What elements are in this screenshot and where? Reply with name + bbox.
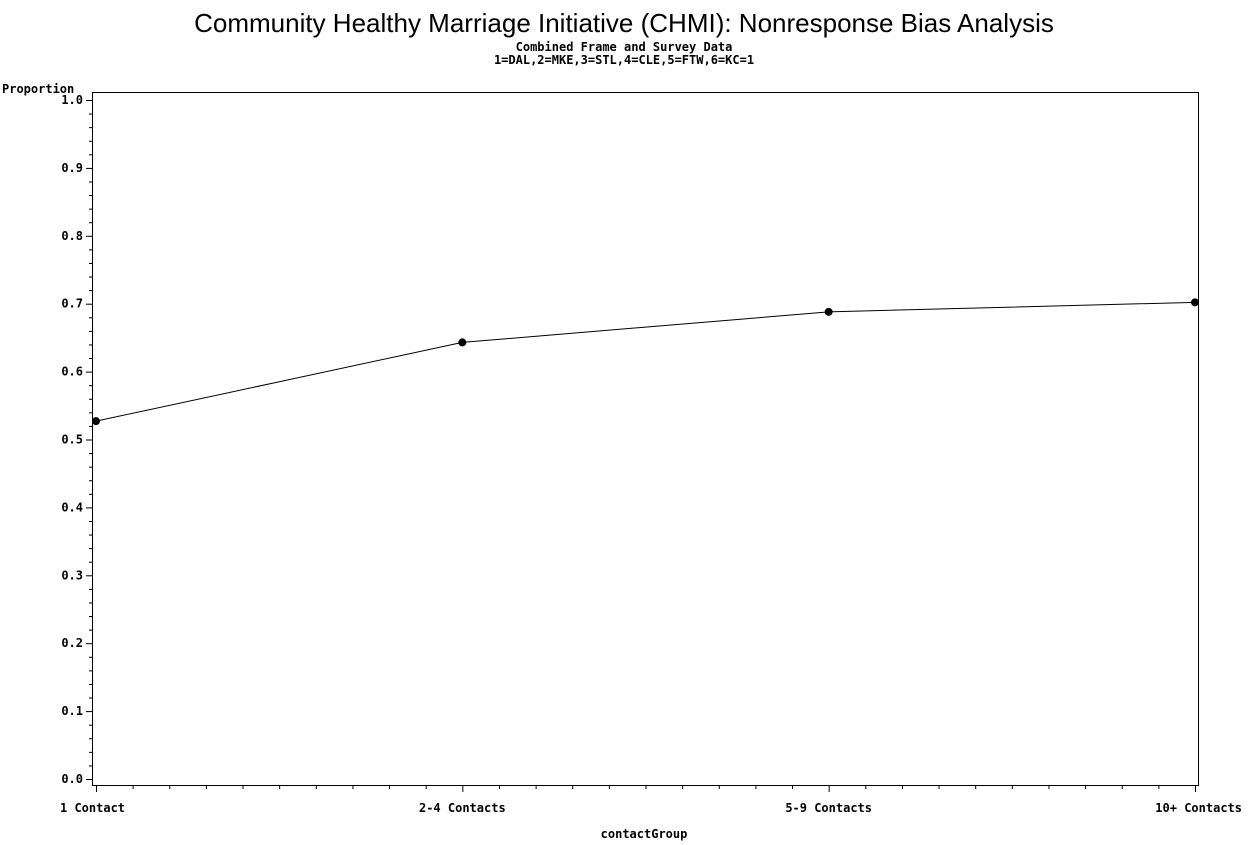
y-tick-label: 0.2 — [61, 636, 83, 650]
y-tick-label: 0.0 — [61, 772, 83, 786]
data-point — [824, 307, 833, 316]
chart-subtitle-1: Combined Frame and Survey Data — [516, 40, 733, 54]
chart-title: Community Healthy Marriage Initiative (C… — [194, 8, 1054, 38]
y-tick-label: 0.8 — [61, 229, 83, 243]
x-tick-label: 1 Contact — [60, 801, 125, 815]
data-point — [1191, 298, 1199, 307]
data-point — [458, 338, 467, 347]
y-tick-label: 0.9 — [61, 161, 83, 175]
chart-subtitle-2: 1=DAL,2=MKE,3=STL,4=CLE,5=FTW,6=KC=1 — [494, 53, 754, 67]
y-tick-label: 0.3 — [61, 568, 83, 582]
y-tick-label: 0.5 — [61, 433, 83, 447]
y-tick-label: 1.0 — [61, 93, 83, 107]
y-axis-label: Proportion — [2, 82, 74, 96]
x-tick-label: 5-9 Contacts — [785, 801, 872, 815]
x-axis-label: contactGroup — [601, 827, 688, 841]
series-line — [95, 301, 1196, 422]
y-tick-label: 0.4 — [61, 500, 83, 514]
x-axis: 1 Contact 2-4 Contacts 5-9 Contacts 10+ Con… — [60, 785, 1242, 815]
x-tick-label: 2-4 Contacts — [419, 801, 506, 815]
y-tick-label: 0.1 — [61, 704, 83, 718]
series-group — [92, 298, 1199, 426]
y-tick-label: 0.7 — [61, 297, 83, 311]
y-axis: 0.0 0.1 0.2 0.3 0.4 0.5 0.6 0.7 0.8 0.9 1.0 — [61, 93, 92, 786]
plot-frame — [92, 92, 1199, 786]
x-tick-label: 10+ Contacts — [1155, 801, 1242, 815]
y-tick-label: 0.6 — [61, 365, 83, 379]
data-point — [92, 417, 100, 426]
